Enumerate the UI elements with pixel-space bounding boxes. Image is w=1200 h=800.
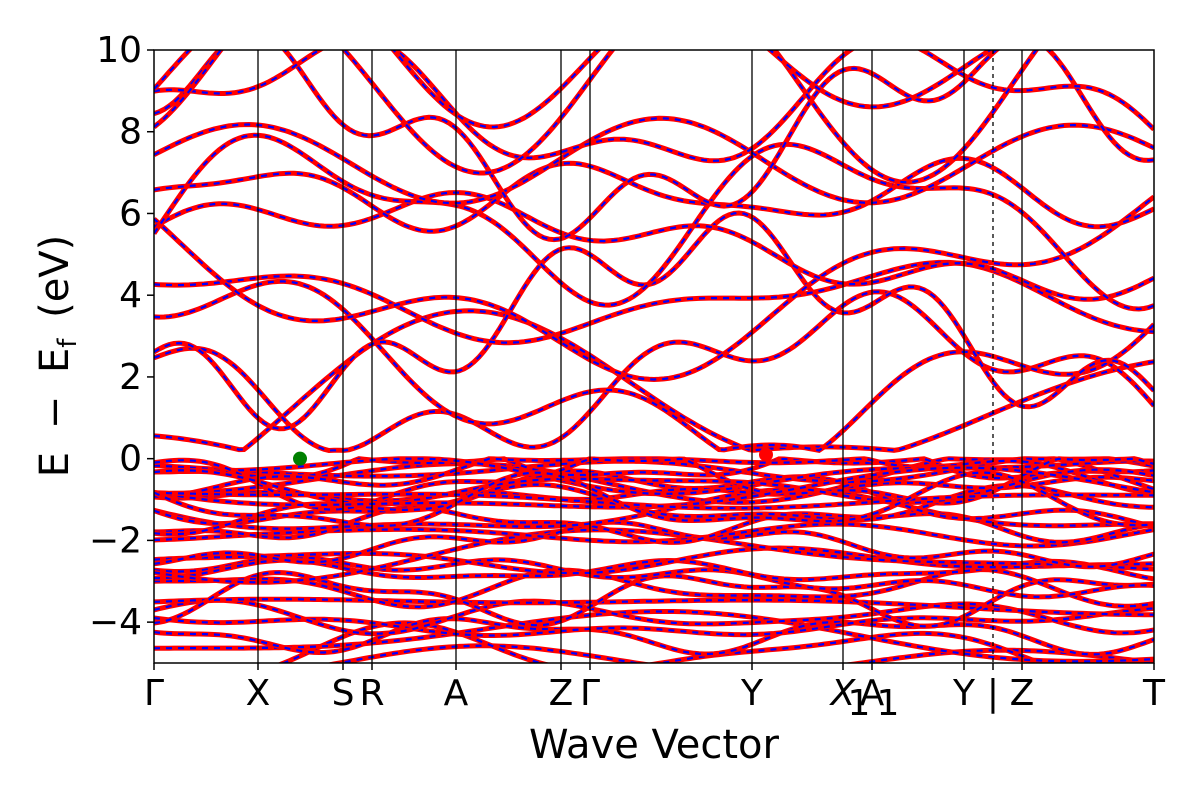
- x-tick-label: X: [829, 673, 857, 714]
- y-axis-label: E − Ef (eV): [32, 235, 86, 478]
- x-tick-subscript: 1: [848, 683, 871, 724]
- band-line-blue: [154, 468, 1154, 505]
- band-line-blue: [154, 471, 1154, 528]
- x-axis-label: Wave Vector: [529, 722, 780, 768]
- band-line-red: [154, 278, 1154, 454]
- band-line-blue: [154, 483, 1154, 525]
- band-line-blue: [154, 555, 1154, 599]
- band-line-blue: [154, 195, 1154, 381]
- plot-frame: [153, 49, 1155, 664]
- band-line-blue: [154, 280, 1154, 452]
- band-lines: [154, 50, 1154, 663]
- y-tick-label: 6: [119, 193, 142, 234]
- band-line-blue: [154, 50, 993, 129]
- band-line-red: [154, 50, 995, 130]
- x-tick-label: S: [332, 673, 355, 714]
- x-tick-label: Z: [1010, 673, 1035, 714]
- y-tick-label: −4: [89, 602, 142, 643]
- y-tick-label: −2: [89, 520, 142, 561]
- band-line-blue: [154, 50, 1154, 241]
- x-tick-label: Z: [549, 673, 574, 714]
- x-tick-subscript: 1: [877, 683, 900, 724]
- band-edge-marker-cbm: [759, 447, 773, 462]
- band-line-red: [154, 50, 1154, 164]
- band-line-red: [154, 605, 1154, 638]
- band-line-blue: [154, 521, 1154, 568]
- x-tick-label: T: [1142, 673, 1166, 714]
- band-line-blue: [154, 50, 1038, 184]
- band-line-blue: [154, 117, 1154, 205]
- band-line-red: [154, 155, 1154, 234]
- x-tick-label: Γ: [144, 673, 164, 714]
- band-line-blue: [154, 157, 1154, 233]
- band-line-red: [325, 643, 1154, 663]
- band-line-red: [154, 545, 1154, 576]
- x-tick-label: A: [444, 673, 469, 714]
- band-line-red: [154, 609, 1154, 663]
- y-tick-label: 8: [119, 112, 142, 153]
- x-tick-label: |: [987, 673, 999, 714]
- band-edge-marker-vbm: [293, 451, 307, 466]
- band-line-blue: [154, 528, 1154, 584]
- band-line-blue: [154, 211, 1154, 430]
- band-line-blue: [154, 134, 1154, 311]
- band-line-blue: [154, 457, 1154, 480]
- band-line-blue: [154, 506, 1154, 544]
- y-tick-label: 0: [119, 439, 142, 480]
- y-tick-label: 10: [96, 30, 142, 71]
- band-edge-markers: [293, 447, 773, 466]
- band-line-blue: [154, 457, 1154, 511]
- band-line-red: [154, 190, 1154, 302]
- band-line-blue: [154, 290, 1154, 452]
- y-tick-label: 2: [119, 357, 142, 398]
- band-line-blue: [154, 598, 1154, 616]
- band-line-blue: [154, 488, 1154, 530]
- band-line-blue: [154, 309, 1154, 452]
- x-tick-label: X: [246, 673, 271, 714]
- x-tick-label: Γ: [580, 673, 600, 714]
- x-tick-label: R: [359, 673, 384, 714]
- y-tick-label: 4: [119, 275, 142, 316]
- high-symmetry-lines: [257, 50, 1023, 663]
- band-line-blue: [154, 617, 1154, 656]
- x-tick-label: Y: [740, 673, 764, 714]
- x-tick-label: Y: [952, 673, 976, 714]
- y-axis: −4 −2 0 2 4 6 8 10: [89, 30, 154, 643]
- x-tick-label: A: [860, 673, 885, 714]
- band-line-red: [154, 490, 1154, 511]
